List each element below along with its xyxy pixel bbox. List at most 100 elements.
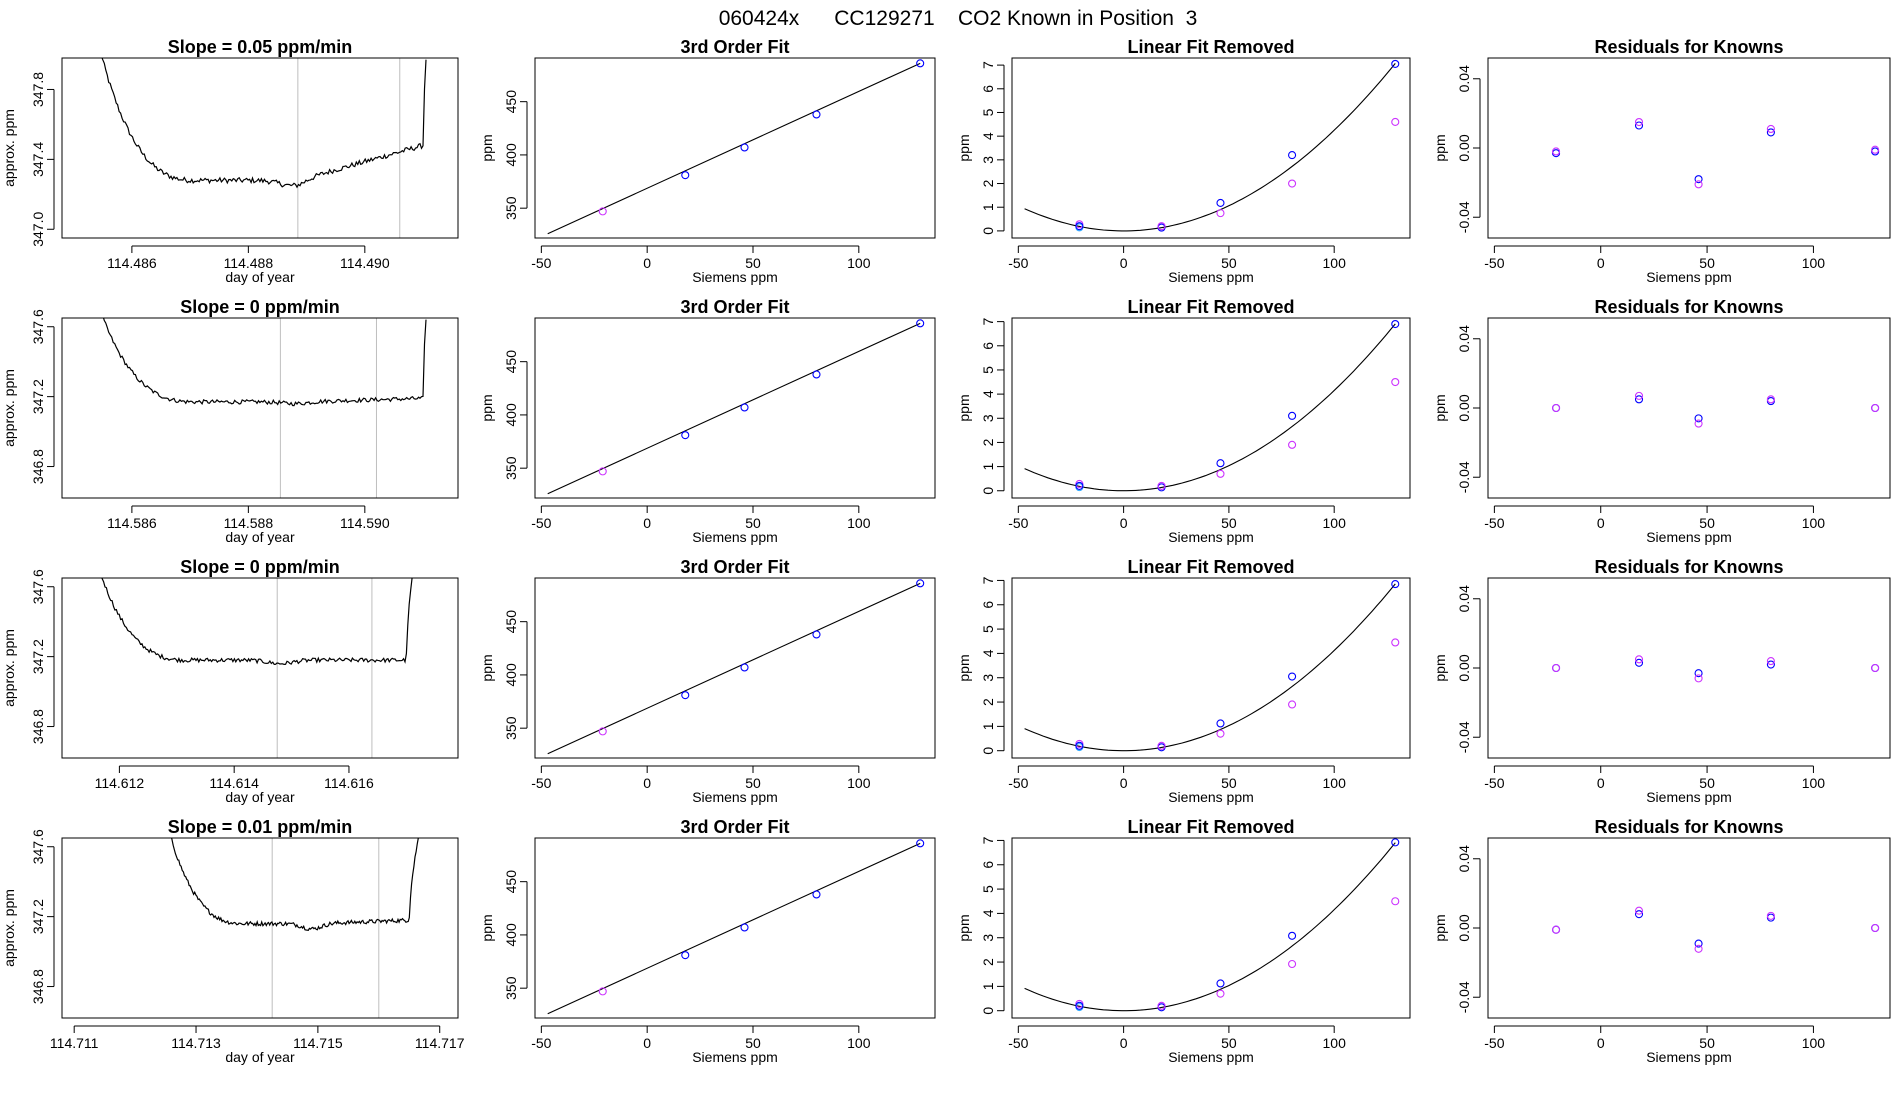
fit-line <box>547 322 921 495</box>
y-tick-label: 450 <box>503 90 519 114</box>
y-tick-label: 347.0 <box>30 212 46 247</box>
data-point <box>1766 660 1775 669</box>
y-tick-label: 0.00 <box>1456 914 1472 941</box>
data-point <box>1391 59 1400 68</box>
data-point <box>1694 414 1703 423</box>
panel-scatter: 3rd Order Fit -50 0 50 100 Siemens ppm 350 400 4… <box>479 817 936 1065</box>
data-point <box>1634 658 1644 667</box>
y-tick-label: 0.00 <box>1456 134 1472 161</box>
y-axis-label: ppm <box>956 914 972 941</box>
plot-area <box>1552 117 1880 189</box>
panel-scatter: Residuals for Knowns -50 0 50 100 Siemens ppm… <box>1432 817 1891 1065</box>
plot-frame <box>1011 577 1411 759</box>
data-point <box>1552 925 1561 934</box>
y-tick-label: 7 <box>980 318 996 326</box>
x-tick-label: 100 <box>847 255 871 271</box>
data-point <box>916 59 925 68</box>
y-tick-label: 4 <box>980 132 996 140</box>
x-tick-label: 100 <box>1802 1035 1826 1051</box>
x-tick-label: 50 <box>1221 255 1237 271</box>
x-tick-label: 50 <box>1221 515 1237 531</box>
x-tick-label: 0 <box>1120 775 1128 791</box>
x-axis-label: Siemens ppm <box>1646 269 1732 285</box>
y-tick-label: 0 <box>980 487 996 495</box>
data-point <box>1634 121 1644 130</box>
x-tick-label: 114.616 <box>324 775 374 791</box>
fit-line <box>547 842 921 1015</box>
x-tick-label: 100 <box>847 1035 871 1051</box>
y-tick-label: 1 <box>980 982 996 990</box>
data-point <box>1634 117 1644 127</box>
y-tick-label: 347.8 <box>30 72 46 107</box>
x-tick-label: -50 <box>1008 775 1028 791</box>
fit-curve <box>1024 63 1396 232</box>
x-tick-label: -50 <box>1008 255 1028 271</box>
data-point <box>681 431 690 440</box>
y-tick-label: 0.04 <box>1456 585 1472 612</box>
y-tick-label: 6 <box>980 85 996 93</box>
x-tick-label: 100 <box>1802 775 1826 791</box>
plot-frame <box>1487 837 1891 1019</box>
y-tick-label: 347.6 <box>30 309 46 344</box>
y-tick-label: 3 <box>980 674 996 682</box>
data-point <box>1766 128 1775 137</box>
x-tick-label: 0 <box>1120 515 1128 531</box>
x-tick-label: 0 <box>643 515 651 531</box>
data-point <box>1694 674 1703 683</box>
y-tick-label: 346.8 <box>30 969 46 1004</box>
x-axis-label: Siemens ppm <box>1168 789 1254 805</box>
data-point <box>1871 145 1880 154</box>
x-tick-label: 0 <box>643 255 651 271</box>
data-point <box>916 319 925 328</box>
x-tick-label: 0 <box>1597 515 1605 531</box>
data-point <box>681 171 690 180</box>
x-tick-label: 100 <box>1323 255 1347 271</box>
y-axis-label: ppm <box>1432 394 1448 421</box>
fit-curve <box>1024 842 1396 1012</box>
y-tick-label: 400 <box>503 663 519 687</box>
x-tick-label: 114.713 <box>171 1035 221 1051</box>
data-point <box>1288 700 1297 709</box>
y-tick-label: 6 <box>980 601 996 609</box>
y-tick-label: 450 <box>503 610 519 634</box>
y-tick-label: 0.04 <box>1456 845 1472 872</box>
x-tick-label: 114.614 <box>209 775 259 791</box>
data-point <box>1157 741 1166 750</box>
x-tick-label: -50 <box>531 775 551 791</box>
y-tick-label: 0.00 <box>1456 654 1472 681</box>
x-tick-label: 114.715 <box>293 1035 343 1051</box>
data-point <box>1391 377 1400 387</box>
plot-area <box>547 59 925 235</box>
x-tick-label: 0 <box>1597 775 1605 791</box>
y-tick-label: 347.6 <box>30 569 46 604</box>
fit-line <box>547 582 921 755</box>
x-tick-label: 114.590 <box>340 515 390 531</box>
data-point <box>1694 669 1703 678</box>
data-point <box>812 890 821 899</box>
y-tick-label: 350 <box>503 196 519 220</box>
panel-scatter: 3rd Order Fit -50 0 50 100 Siemens ppm 350 400 4… <box>479 557 936 805</box>
x-tick-label: 50 <box>745 1035 761 1051</box>
y-tick-label: 2 <box>980 958 996 966</box>
x-axis-label: Siemens ppm <box>692 529 778 545</box>
x-axis-label: Siemens ppm <box>1168 269 1254 285</box>
data-point <box>916 839 925 848</box>
x-tick-label: 114.490 <box>340 255 390 271</box>
data-point <box>1694 175 1703 184</box>
x-tick-label: 114.486 <box>107 255 157 271</box>
y-tick-label: 6 <box>980 861 996 869</box>
x-tick-label: 0 <box>643 1035 651 1051</box>
x-tick-label: 50 <box>745 515 761 531</box>
plot-frame <box>534 57 936 239</box>
plot-area <box>1024 59 1400 232</box>
plot-frame <box>1487 577 1891 759</box>
x-tick-label: 0 <box>1120 1035 1128 1051</box>
y-tick-label: 400 <box>503 923 519 947</box>
y-tick-label: 347.6 <box>30 829 46 864</box>
plot-frame <box>1487 57 1891 239</box>
data-point <box>740 403 749 412</box>
y-tick-label: 3 <box>980 414 996 422</box>
panel-title: 3rd Order Fit <box>680 817 789 837</box>
plot-frame <box>534 317 936 499</box>
x-axis-label: Siemens ppm <box>692 789 778 805</box>
